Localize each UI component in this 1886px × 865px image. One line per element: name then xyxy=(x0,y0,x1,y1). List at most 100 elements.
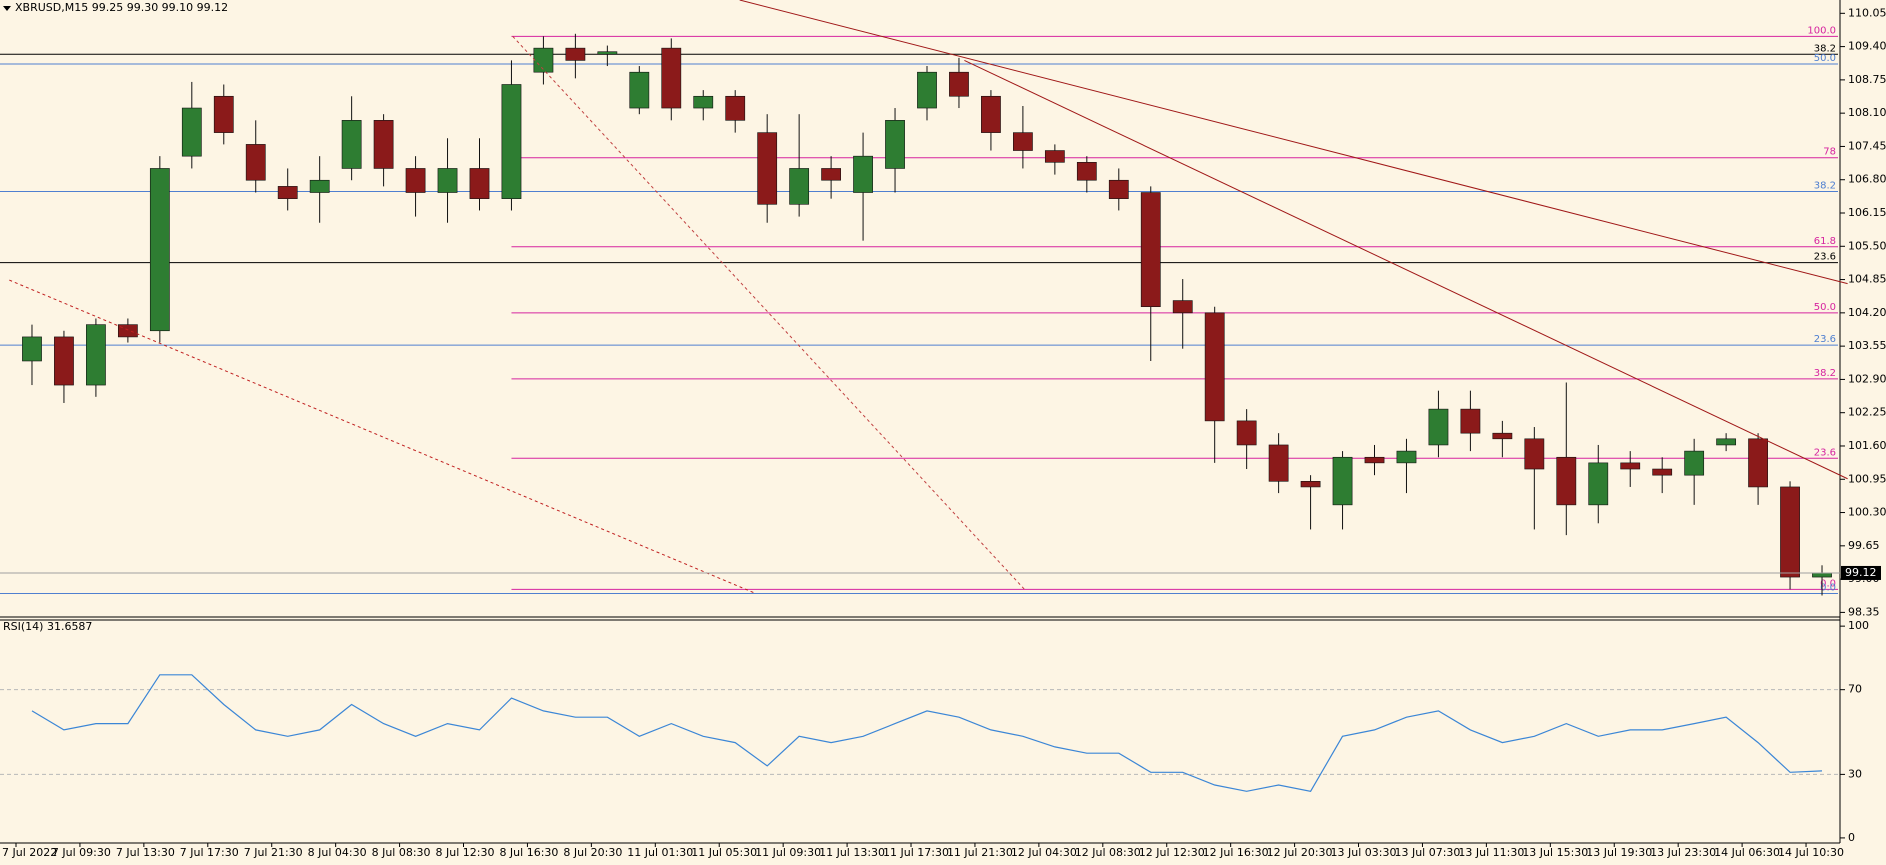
candle-body xyxy=(661,47,682,109)
candle-body xyxy=(1588,462,1609,506)
candle-body xyxy=(885,120,905,169)
candle-body xyxy=(501,84,522,199)
x-tick-label: 13 Jul 15:30 xyxy=(1522,846,1588,859)
candle-body xyxy=(1428,408,1449,446)
y-tick-label: 108.10 xyxy=(1848,106,1886,119)
y-tick-label: 70 xyxy=(1848,683,1862,696)
candle-body xyxy=(1268,444,1289,482)
candle-body xyxy=(693,95,714,109)
current-price-label: 99.12 xyxy=(1845,566,1877,579)
y-tick-label: 109.40 xyxy=(1848,40,1886,53)
candle-body xyxy=(1684,450,1705,476)
symbol-header: XBRUSD,M15 99.25 99.30 99.10 99.12 xyxy=(15,1,228,14)
candle-body xyxy=(1108,179,1129,199)
candle-body xyxy=(853,155,873,193)
y-tick-label: 105.50 xyxy=(1848,239,1886,252)
candle-body xyxy=(981,95,1001,133)
candle-body xyxy=(757,132,778,205)
y-tick-label: 102.90 xyxy=(1848,372,1886,385)
candle-body xyxy=(405,168,426,193)
candle-body xyxy=(1620,462,1641,470)
fib-level-label: 50.0 xyxy=(1814,302,1836,313)
candle-body xyxy=(1716,438,1737,446)
x-tick-label: 11 Jul 01:30 xyxy=(627,846,693,859)
x-tick-label: 13 Jul 19:30 xyxy=(1586,846,1652,859)
candle-body xyxy=(533,47,554,73)
y-tick-label: 106.80 xyxy=(1848,173,1886,186)
candle-body xyxy=(1013,132,1033,151)
candle-body xyxy=(1076,162,1097,181)
y-tick-label: 103.55 xyxy=(1848,339,1886,352)
candle-body xyxy=(213,95,234,133)
y-tick-label: 0 xyxy=(1848,831,1855,844)
fib-level-label: 38.2 xyxy=(1814,181,1836,192)
y-tick-label: 110.05 xyxy=(1848,6,1886,19)
candle-body xyxy=(437,168,458,193)
candle-body xyxy=(341,120,362,169)
x-tick-label: 7 Jul 21:30 xyxy=(244,846,303,859)
candle-body xyxy=(725,95,746,121)
x-tick-label: 13 Jul 23:30 xyxy=(1650,846,1716,859)
y-tick-label: 99.65 xyxy=(1848,539,1880,552)
candle-body xyxy=(245,144,266,181)
fib-level-label: 23.6 xyxy=(1814,252,1836,263)
candle-body xyxy=(1044,150,1065,163)
candle-body xyxy=(54,336,74,386)
fib-level-label: 0.0 xyxy=(1820,578,1836,589)
rsi-title: RSI(14) 31.6587 xyxy=(3,620,92,633)
fib-level-label: 50.0 xyxy=(1814,53,1836,64)
candle-body xyxy=(181,107,202,157)
x-tick-label: 7 Jul 2022 xyxy=(2,846,57,859)
menu-arrow[interactable] xyxy=(3,6,11,11)
x-tick-label: 7 Jul 09:30 xyxy=(52,846,111,859)
fib-level-label: 23.6 xyxy=(1814,447,1836,458)
y-tick-label: 104.20 xyxy=(1848,306,1886,319)
y-tick-label: 30 xyxy=(1848,767,1862,780)
y-tick-label: 100.30 xyxy=(1848,506,1886,519)
y-tick-label: 106.15 xyxy=(1848,206,1886,219)
x-tick-label: 11 Jul 13:30 xyxy=(819,846,885,859)
candle-body xyxy=(789,168,810,205)
candle-body xyxy=(1332,456,1353,506)
x-tick-label: 8 Jul 12:30 xyxy=(436,846,495,859)
candle-body xyxy=(917,71,937,109)
candle-body xyxy=(565,47,586,61)
candle-body xyxy=(1396,450,1417,464)
trendline xyxy=(739,0,1848,285)
candle-body xyxy=(117,324,138,338)
x-tick-label: 8 Jul 08:30 xyxy=(372,846,431,859)
x-tick-label: 11 Jul 21:30 xyxy=(947,846,1013,859)
x-tick-label: 12 Jul 16:30 xyxy=(1203,846,1269,859)
trendline xyxy=(9,279,755,594)
candle-body xyxy=(373,120,394,169)
x-tick-label: 12 Jul 12:30 xyxy=(1139,846,1205,859)
fib-level-label: 38.2 xyxy=(1814,368,1836,379)
rsi-line xyxy=(31,674,1823,792)
current-price-box xyxy=(1841,565,1881,580)
candle-body xyxy=(1236,420,1257,446)
x-tick-label: 8 Jul 20:30 xyxy=(563,846,622,859)
x-tick-label: 11 Jul 09:30 xyxy=(755,846,821,859)
x-tick-label: 14 Jul 10:30 xyxy=(1778,846,1844,859)
trendline xyxy=(964,59,1848,480)
candle-body xyxy=(309,179,330,193)
candle-body xyxy=(277,186,298,199)
x-tick-label: 7 Jul 13:30 xyxy=(116,846,175,859)
candle-body xyxy=(1652,468,1673,476)
x-tick-label: 7 Jul 17:30 xyxy=(180,846,239,859)
candle-body xyxy=(949,71,969,97)
y-tick-label: 101.60 xyxy=(1848,439,1886,452)
y-tick-label: 104.85 xyxy=(1848,273,1886,286)
fib-level-label: 23.6 xyxy=(1814,334,1836,345)
candle-body xyxy=(821,168,841,181)
x-tick-label: 13 Jul 03:30 xyxy=(1331,846,1397,859)
x-tick-label: 13 Jul 11:30 xyxy=(1458,846,1524,859)
y-tick-label: 100 xyxy=(1848,619,1869,632)
fib-level-label: 38.2 xyxy=(1814,43,1836,54)
x-tick-label: 14 Jul 06:30 xyxy=(1714,846,1780,859)
fib-level-label: 61.8 xyxy=(1814,236,1836,247)
x-tick-label: 8 Jul 16:30 xyxy=(499,846,558,859)
x-tick-label: 12 Jul 04:30 xyxy=(1011,846,1077,859)
